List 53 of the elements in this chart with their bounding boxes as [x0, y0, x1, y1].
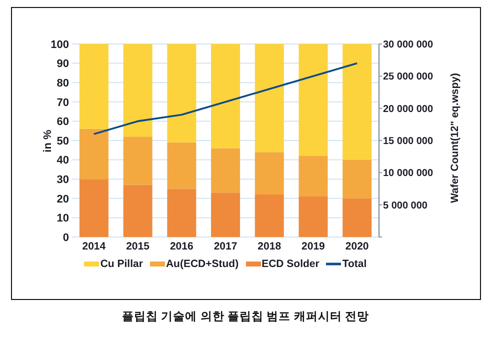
y-axis-title: in %	[42, 129, 54, 152]
y2-tick-label: 15 000 000	[383, 136, 434, 147]
bar	[79, 128, 108, 180]
bar	[211, 148, 240, 193]
legend-label: Au(ECD+Stud)	[166, 258, 239, 270]
y-tick-label: 40	[56, 154, 69, 167]
y2-tick-label: 5 000 000	[383, 200, 428, 212]
bar	[342, 160, 372, 198]
y-tick-label: 50	[56, 135, 69, 148]
y-tick-label: 20	[56, 193, 69, 206]
y-tick-label: 90	[56, 58, 69, 70]
y-tick-label: 60	[56, 116, 69, 128]
bar	[79, 179, 108, 237]
text: 플립칩 기술에 의한 플립칩 범프 캐퍼시터 전망	[120, 310, 370, 324]
x-tick-label: 2016	[170, 240, 194, 252]
x-tick-label: 2015	[126, 240, 150, 252]
legend-label: Total	[342, 258, 367, 270]
legend-label: ECD Solder	[262, 258, 320, 270]
y-tick-label: 10	[56, 212, 69, 225]
y2-tick-label: 10 000 000	[383, 168, 434, 180]
bar	[298, 196, 328, 237]
bar	[254, 44, 284, 152]
bar	[342, 44, 372, 160]
x-tick-label: 2020	[345, 240, 369, 252]
y-tick-label: 70	[56, 96, 69, 109]
x-tick-label: 2018	[258, 240, 282, 252]
bar	[211, 192, 240, 237]
bar	[167, 44, 196, 142]
x-tick-label: 2019	[302, 240, 326, 252]
bar	[254, 152, 284, 195]
y-tick-label: 100	[50, 38, 69, 51]
bar	[123, 184, 152, 237]
bar	[298, 44, 328, 156]
y-tick-label: 0	[62, 232, 69, 244]
y2-tick-label: 30 000 000	[383, 40, 434, 50]
bar	[123, 44, 152, 137]
y2-axis-title: Wafer Count(12" eq.wspy)	[449, 72, 461, 204]
legend-label: Cu Pillar	[100, 258, 143, 270]
bar	[123, 136, 152, 185]
y2-tick-label: 20 000 000	[383, 104, 434, 115]
bar	[254, 194, 284, 237]
line-series	[93, 62, 358, 135]
y-tick-label: 30	[56, 174, 69, 186]
y-tick-label: 80	[56, 78, 69, 90]
x-tick-label: 2014	[82, 240, 106, 252]
y2-tick-label: 25 000 000	[383, 72, 434, 83]
bar	[79, 44, 108, 129]
bar	[342, 198, 372, 237]
bar	[167, 142, 196, 189]
bar	[211, 44, 240, 148]
x-tick-label: 2017	[214, 240, 238, 252]
bar	[167, 188, 196, 237]
bar	[298, 156, 328, 196]
